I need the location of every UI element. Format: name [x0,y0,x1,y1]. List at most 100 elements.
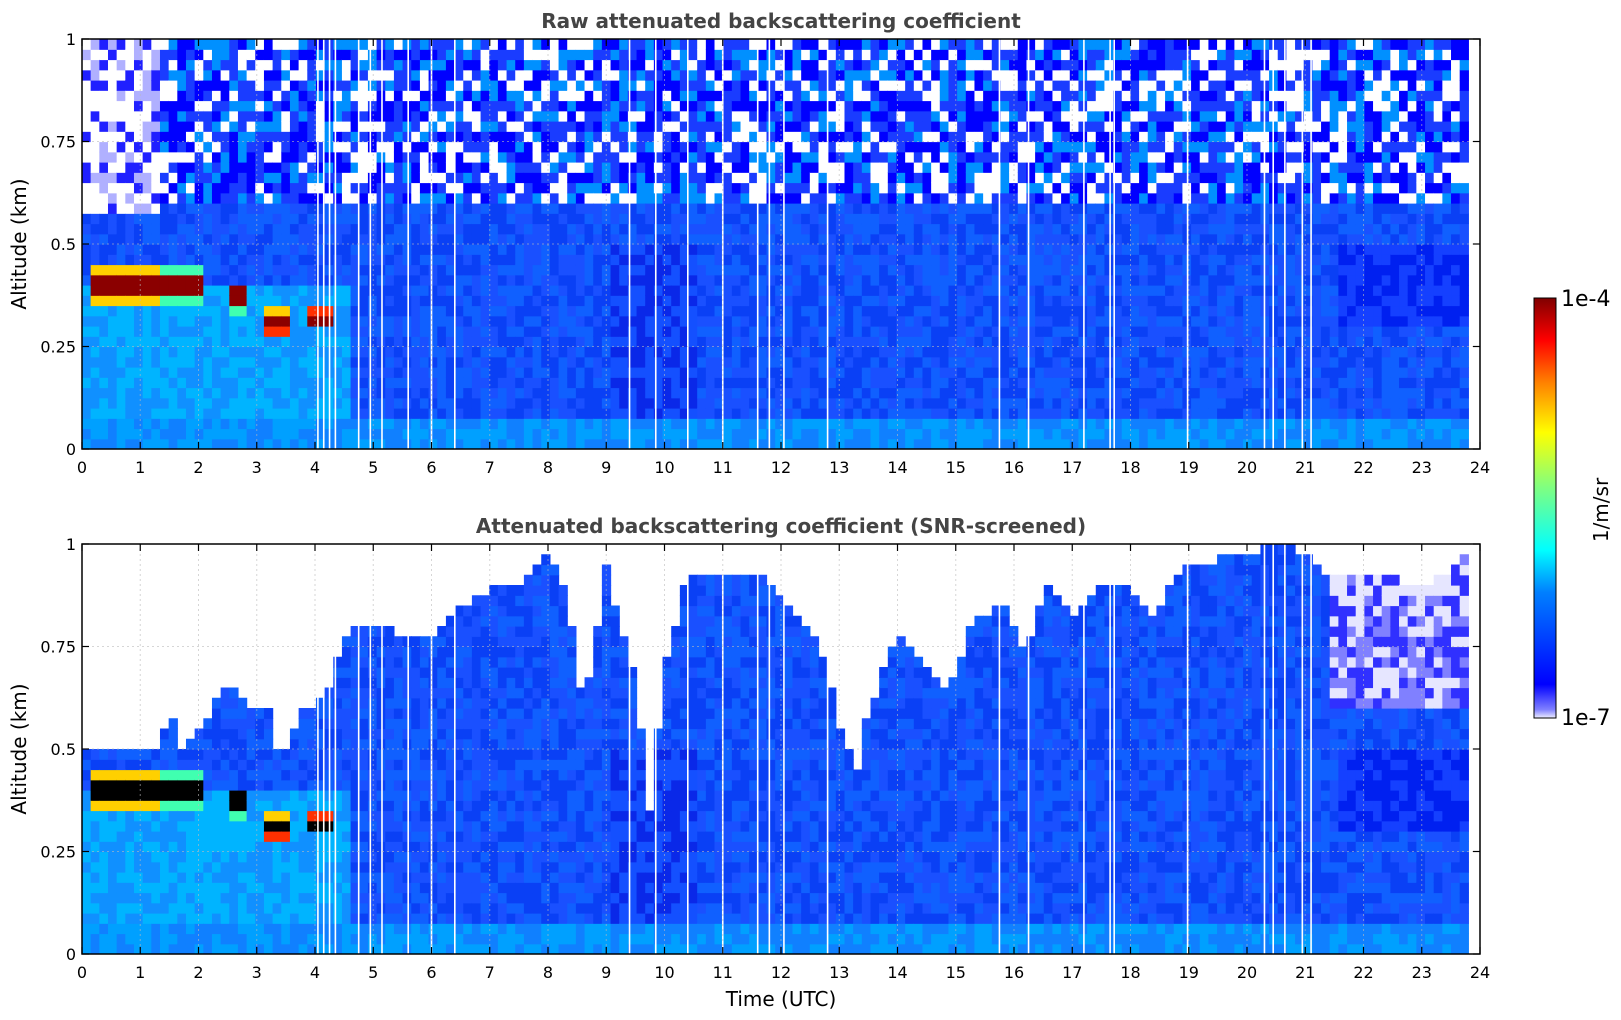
heatmap-cell [636,59,646,71]
heatmap-cell [870,141,880,153]
heatmap-cell [671,223,681,235]
heatmap-cell [185,428,196,440]
heatmap-cell [437,438,447,449]
heatmap-cell [168,141,178,153]
heatmap-cell [818,80,828,91]
heatmap-cell [168,387,178,399]
heatmap-cell [627,90,638,102]
heatmap-cell [879,387,889,399]
heatmap-cell [1147,182,1158,194]
heatmap-cell [471,305,482,317]
heatmap-cell [523,387,534,399]
heatmap-cell [393,59,404,71]
heatmap-cell [454,162,464,173]
heatmap-cell [567,203,577,214]
heatmap-cell [237,69,248,81]
heatmap-cell [688,80,698,91]
heatmap-cell [541,182,551,194]
heatmap-cell [281,346,291,358]
heatmap-cell [1121,305,1132,317]
heatmap-cell [428,418,438,430]
heatmap-cell [636,100,646,112]
heatmap-cell [783,110,794,122]
heatmap-cell [697,49,707,61]
heatmap-cell [445,295,456,307]
heatmap-cell [1095,346,1106,358]
heatmap-cell [662,141,672,153]
heatmap-cell [662,356,672,368]
heatmap-cell [974,141,984,153]
heatmap-cell [939,397,950,409]
heatmap-cell [194,141,204,153]
heatmap-cell [203,131,213,143]
heatmap-cell [723,438,733,449]
heatmap-cell [445,438,456,449]
heatmap-cell [610,408,620,419]
heatmap-cell [645,305,655,317]
heatmap-cell [575,162,586,173]
heatmap-cell [1139,408,1149,419]
heatmap-cell [402,315,412,327]
heatmap-cell [263,254,274,266]
heatmap-cell [133,305,144,317]
heatmap-cell [298,305,308,317]
heatmap-cell [870,192,880,204]
heatmap-cell [177,59,187,71]
heatmap-cell [1000,110,1010,122]
heatmap-cell [991,274,1002,286]
heatmap-cell [835,69,846,81]
heatmap-cell [974,213,984,225]
heatmap-cell [480,326,490,337]
heatmap-cell [922,223,932,235]
heatmap-cell [220,162,230,173]
heatmap-cell [948,438,958,449]
heatmap-cell [766,131,776,143]
heatmap-cell [757,346,768,358]
heatmap-cell [350,59,360,71]
heatmap-cell [1017,346,1028,358]
heatmap-cell [983,336,993,348]
heatmap-cell [939,110,950,122]
heatmap-cell [445,90,456,102]
heatmap-cell [411,223,421,235]
heatmap-cell [289,182,300,194]
heatmap-cell [827,377,837,389]
heatmap-cell [350,377,360,389]
heatmap-cell [203,295,213,307]
heatmap-cell [463,80,473,91]
heatmap-cell [1087,213,1097,225]
heatmap-cell [1043,428,1054,440]
heatmap-cell [211,367,222,378]
heatmap-cell [489,377,499,389]
heatmap-cell [679,377,690,389]
heatmap-cell [957,315,967,327]
heatmap-cell [575,336,586,348]
heatmap-cell [593,315,603,327]
heatmap-cell [142,428,152,440]
heatmap-cell [783,418,794,430]
heatmap-cell [1069,305,1080,317]
heatmap-cell [653,90,664,102]
heatmap-cell [133,377,144,389]
heatmap-cell [471,356,482,368]
heatmap-cell [861,387,872,399]
heatmap-cell [350,428,360,440]
heatmap-cell [584,69,594,81]
heatmap-cell [905,367,915,378]
heatmap-cell [1069,438,1080,449]
heatmap-cell [1043,233,1054,245]
heatmap-cell [879,172,889,184]
heatmap-cell [723,377,733,389]
heatmap-cell [636,39,646,50]
heatmap-cell [177,100,187,112]
heatmap-cell [82,100,92,112]
heatmap-cell [151,397,161,409]
heatmap-cell [827,100,837,112]
heatmap-cell [679,315,690,327]
heatmap-cell [801,233,811,245]
heatmap-cell [662,285,672,296]
heatmap-cell [185,244,196,255]
heatmap-cell [463,387,473,399]
heatmap-cell [99,131,109,143]
heatmap-cell [610,264,620,276]
